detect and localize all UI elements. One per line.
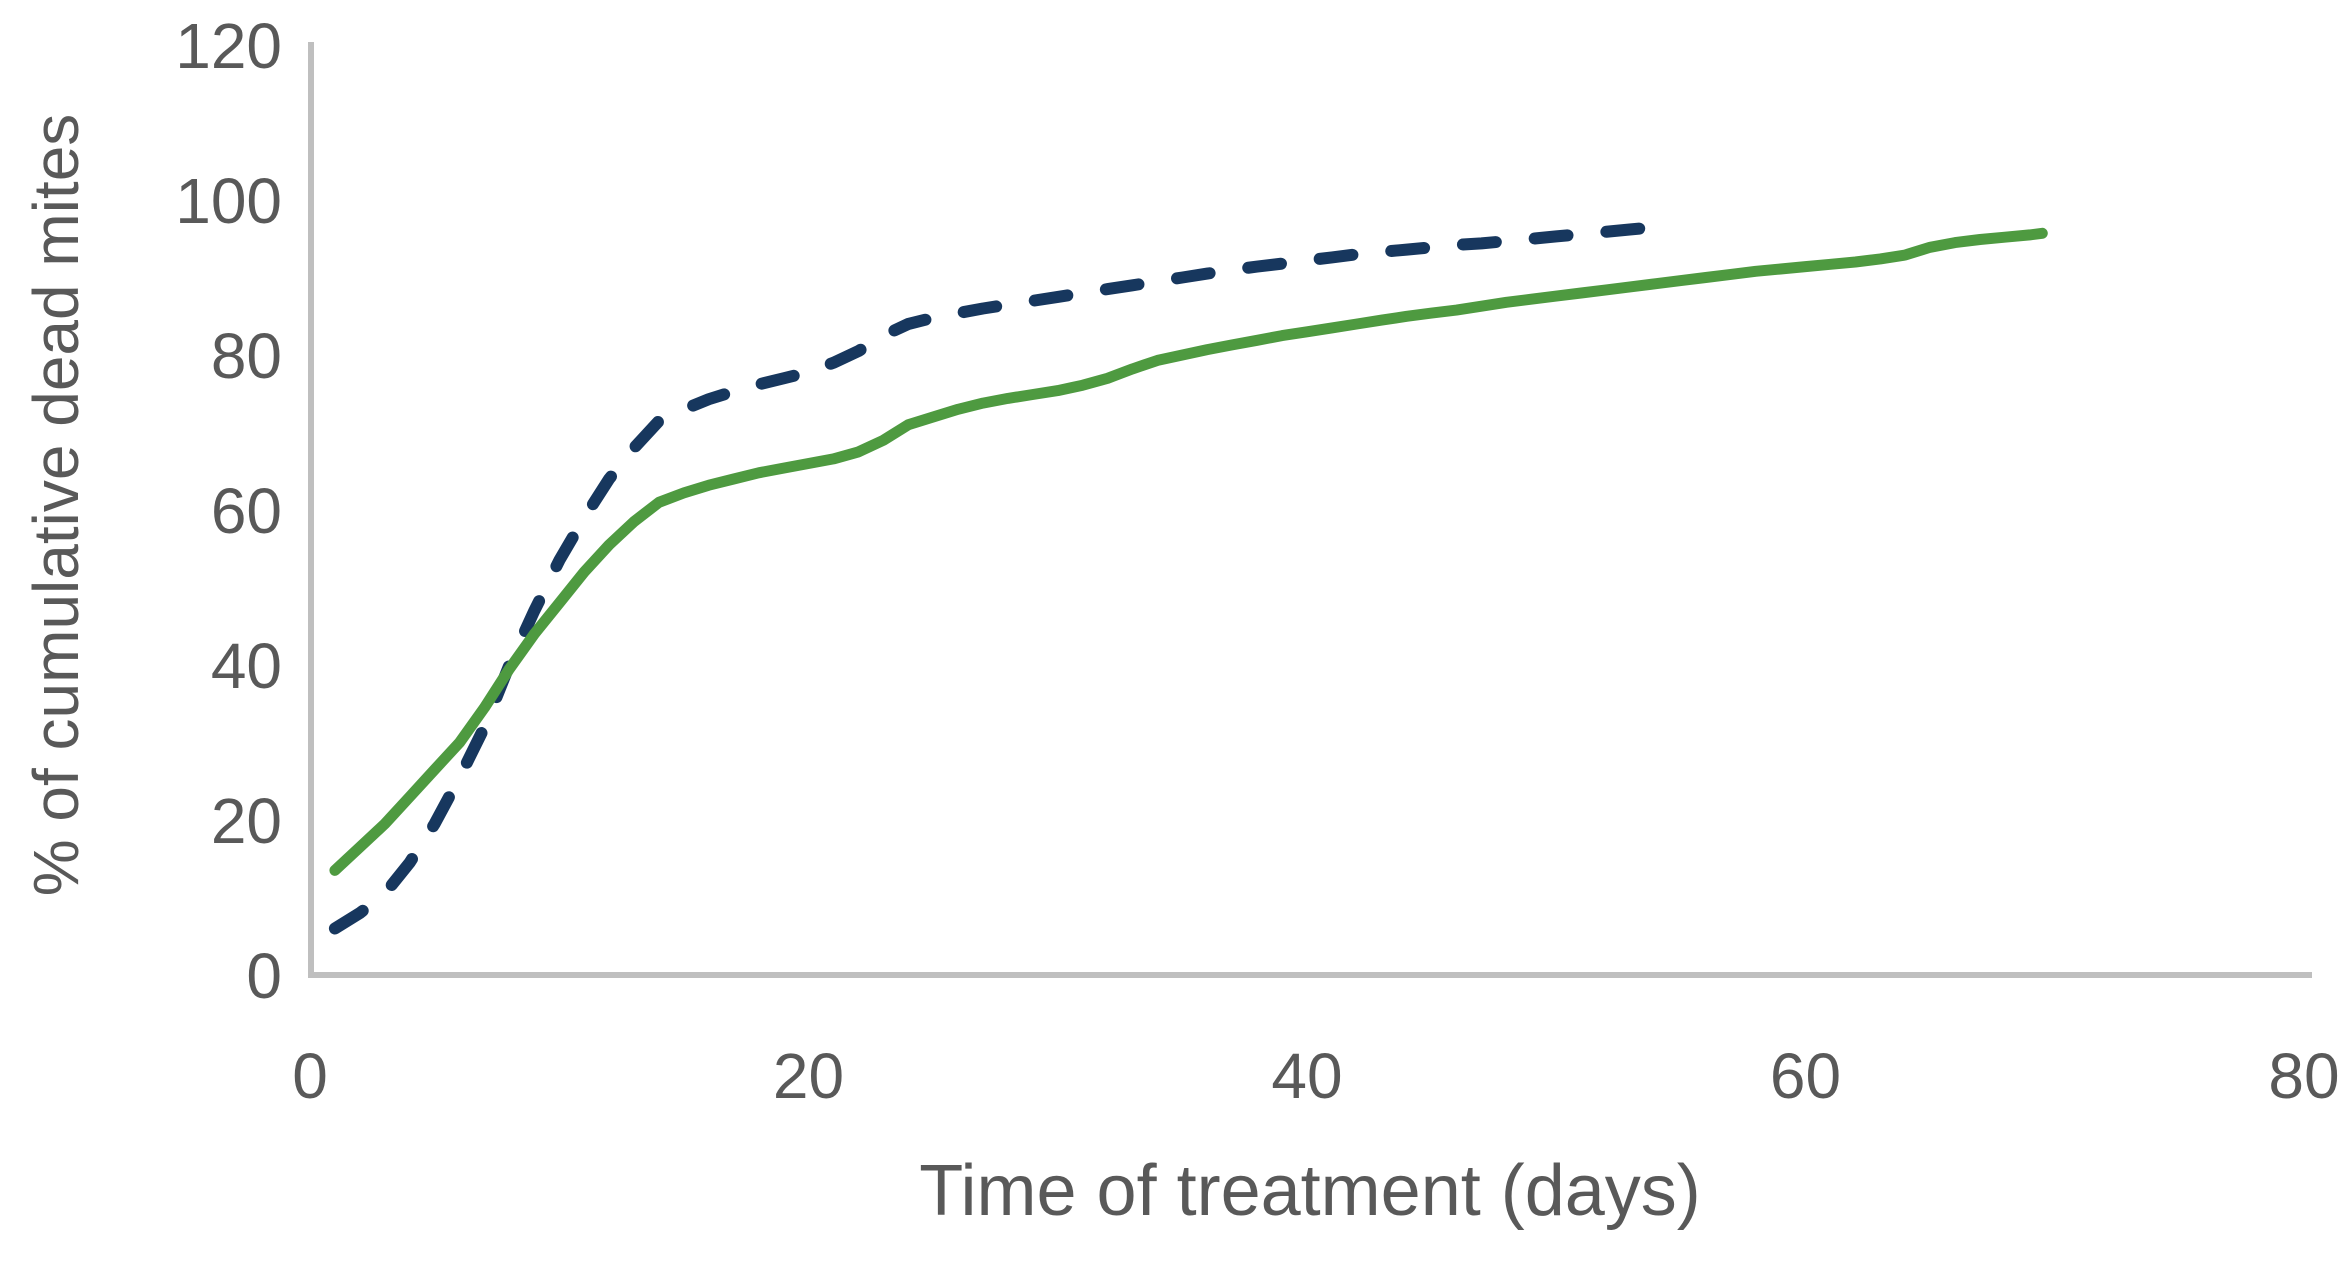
x-tick-label: 0	[292, 1040, 328, 1112]
series-line-dashed-navy	[328, 221, 1662, 935]
x-tick-label: 20	[773, 1040, 844, 1112]
x-tick-label: 60	[1770, 1040, 1841, 1112]
x-tick-label: 40	[1271, 1040, 1342, 1112]
axes	[308, 42, 2312, 978]
y-tick-label: 20	[211, 785, 282, 857]
y-tick-label: 40	[211, 630, 282, 702]
y-tick-label: 120	[175, 10, 282, 82]
y-tick-label: 100	[175, 165, 282, 237]
y-axis-tick-labels: 0 20 40 60 80 100 120	[175, 10, 282, 1012]
y-tick-label: 80	[211, 320, 282, 392]
x-axis-title: Time of treatment (days)	[919, 1151, 1701, 1231]
y-tick-label: 0	[246, 940, 282, 1012]
y-axis-title: % of cumulative dead mites	[20, 114, 92, 897]
x-axis-tick-labels: 0 20 40 60 80	[292, 1040, 2339, 1112]
x-tick-label: 80	[2268, 1040, 2339, 1112]
series-line-solid-green	[329, 227, 2048, 876]
y-tick-label: 60	[211, 475, 282, 547]
